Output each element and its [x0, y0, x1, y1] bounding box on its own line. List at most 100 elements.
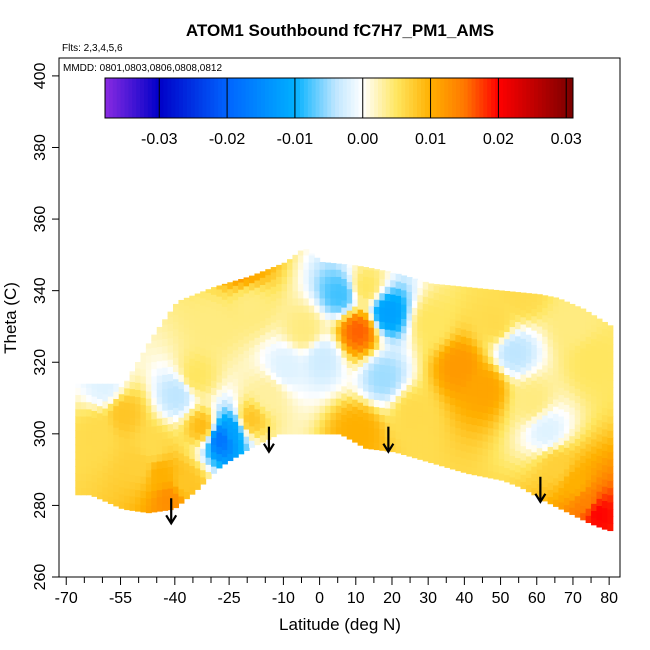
- heatmap-cell: [314, 398, 321, 406]
- heatmap-cell: [243, 343, 250, 351]
- heatmap-cell: [352, 306, 359, 314]
- heatmap-cell: [536, 354, 543, 363]
- heatmap-cell: [591, 453, 598, 461]
- heatmap-cell: [449, 397, 456, 406]
- heatmap-cell: [498, 336, 505, 345]
- heatmap-cell: [325, 347, 332, 356]
- heatmap-cell: [91, 481, 98, 490]
- heatmap-cell: [102, 393, 109, 402]
- heatmap-cell: [477, 454, 484, 462]
- heatmap-cell: [569, 414, 576, 422]
- heatmap-cell: [460, 443, 467, 452]
- heatmap-cell: [547, 410, 554, 419]
- heatmap-cell: [194, 331, 201, 340]
- heatmap-cell: [270, 407, 277, 416]
- colorbar-segment: [261, 78, 266, 118]
- heatmap-cell: [254, 358, 261, 367]
- heatmap-cell: [482, 383, 489, 392]
- heatmap-cell: [124, 437, 131, 446]
- heatmap-cell: [401, 368, 408, 377]
- heatmap-cell: [162, 467, 169, 476]
- heatmap-cell: [439, 301, 446, 309]
- heatmap-cell: [216, 410, 223, 419]
- heatmap-cell: [439, 286, 446, 295]
- heatmap-cell: [281, 355, 288, 363]
- heatmap-cell: [585, 321, 592, 330]
- heatmap-cell: [574, 309, 581, 318]
- heatmap-cell: [346, 367, 353, 376]
- heatmap-cell: [308, 362, 315, 370]
- heatmap-cell: [379, 414, 386, 423]
- heatmap-cell: [102, 486, 109, 495]
- heatmap-cell: [482, 297, 489, 306]
- heatmap-cell: [216, 389, 223, 397]
- heatmap-cell: [346, 317, 353, 325]
- heatmap-cell: [156, 360, 163, 369]
- heatmap-cell: [216, 288, 223, 297]
- heatmap-cell: [401, 325, 408, 334]
- heatmap-cell: [189, 379, 196, 388]
- heatmap-cell: [466, 409, 473, 417]
- heatmap-cell: [433, 421, 440, 429]
- heatmap-cell: [471, 467, 478, 476]
- heatmap-cell: [487, 449, 494, 457]
- heatmap-cell: [466, 430, 473, 439]
- heatmap-cell: [156, 468, 163, 476]
- heatmap-cell: [585, 407, 592, 416]
- heatmap-cell: [509, 405, 516, 413]
- heatmap-cell: [536, 433, 543, 442]
- heatmap-cell: [91, 431, 98, 440]
- heatmap-cell: [596, 455, 603, 464]
- heatmap-cell: [357, 280, 364, 289]
- heatmap-cell: [341, 357, 348, 365]
- heatmap-cell: [129, 424, 136, 433]
- heatmap-cell: [547, 482, 554, 490]
- heatmap-cell: [216, 338, 223, 347]
- heatmap-cell: [113, 419, 120, 428]
- heatmap-cell: [107, 417, 114, 426]
- heatmap-cell: [390, 286, 397, 295]
- heatmap-cell: [574, 474, 581, 482]
- heatmap-cell: [395, 309, 402, 318]
- heatmap-cell: [471, 352, 478, 361]
- heatmap-cell: [238, 396, 245, 405]
- heatmap-cell: [395, 374, 402, 382]
- heatmap-cell: [265, 317, 272, 326]
- heatmap-cell: [487, 470, 494, 479]
- heatmap-cell: [330, 269, 337, 277]
- heatmap-cell: [178, 452, 185, 461]
- heatmap-cell: [379, 428, 386, 437]
- heatmap-cell: [341, 421, 348, 430]
- heatmap-cell: [303, 398, 310, 406]
- heatmap-cell: [574, 388, 581, 396]
- heatmap-cell: [379, 364, 386, 373]
- heatmap-cell: [553, 305, 560, 314]
- heatmap-cell: [574, 306, 581, 311]
- heatmap-cell: [444, 345, 451, 354]
- heatmap-cell: [238, 303, 245, 312]
- heatmap-cell: [563, 325, 570, 334]
- heatmap-cell: [183, 312, 190, 321]
- heatmap-cell: [547, 296, 554, 304]
- heatmap-cell: [189, 465, 196, 474]
- heatmap-cell: [373, 363, 380, 372]
- heatmap-cell: [308, 269, 315, 277]
- heatmap-cell: [259, 427, 266, 436]
- heatmap-cell: [259, 291, 266, 300]
- heatmap-cell: [113, 383, 120, 385]
- heatmap-cell: [265, 288, 272, 297]
- heatmap-cell: [303, 376, 310, 385]
- heatmap-cell: [167, 323, 174, 332]
- heatmap-cell: [601, 321, 608, 330]
- heatmap-cell: [493, 385, 500, 394]
- heatmap-cell: [238, 281, 245, 290]
- heatmap-cell: [135, 425, 142, 433]
- heatmap-cell: [444, 302, 451, 311]
- heatmap-cell: [232, 421, 239, 430]
- heatmap-cell: [373, 299, 380, 307]
- heatmap-cell: [401, 347, 408, 355]
- y-tick-label: 320: [32, 349, 49, 376]
- heatmap-cell: [287, 390, 294, 399]
- heatmap-cell: [325, 333, 332, 342]
- heatmap-cell: [542, 443, 549, 452]
